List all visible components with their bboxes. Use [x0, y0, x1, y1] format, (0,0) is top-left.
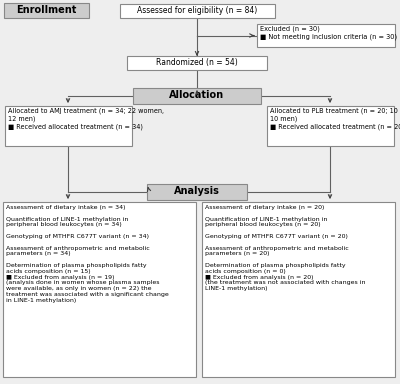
Bar: [133, 88, 261, 104]
Text: Allocation: Allocation: [170, 90, 224, 100]
Bar: [4, 3, 89, 18]
Text: Assessment of dietary intake (n = 34)

Quantification of LINE-1 methylation in
p: Assessment of dietary intake (n = 34) Qu…: [6, 205, 169, 303]
Text: Analysis: Analysis: [174, 186, 220, 196]
Bar: [3, 202, 196, 377]
Bar: [120, 4, 274, 18]
Bar: [266, 106, 394, 146]
Text: Allocated to AMJ treatment (n = 34; 22 women,
12 men)
■ Received allocated treat: Allocated to AMJ treatment (n = 34; 22 w…: [8, 108, 164, 129]
Bar: [257, 24, 395, 47]
Bar: [147, 184, 247, 200]
Bar: [4, 106, 132, 146]
Bar: [202, 202, 395, 377]
Text: Enrollment: Enrollment: [16, 5, 77, 15]
Text: Randomized (n = 54): Randomized (n = 54): [156, 58, 238, 67]
Text: Allocated to PLB treatment (n = 20; 10 women,
10 men)
■ Received allocated treat: Allocated to PLB treatment (n = 20; 10 w…: [270, 108, 400, 129]
Bar: [127, 56, 267, 70]
Text: Excluded (n = 30)
■ Not meeting inclusion criteria (n = 30): Excluded (n = 30) ■ Not meeting inclusio…: [260, 26, 397, 40]
Text: Assessed for eligibility (n = 84): Assessed for eligibility (n = 84): [137, 6, 257, 15]
Text: Assessment of dietary intake (n = 20)

Quantification of LINE-1 methylation in
p: Assessment of dietary intake (n = 20) Qu…: [205, 205, 366, 291]
